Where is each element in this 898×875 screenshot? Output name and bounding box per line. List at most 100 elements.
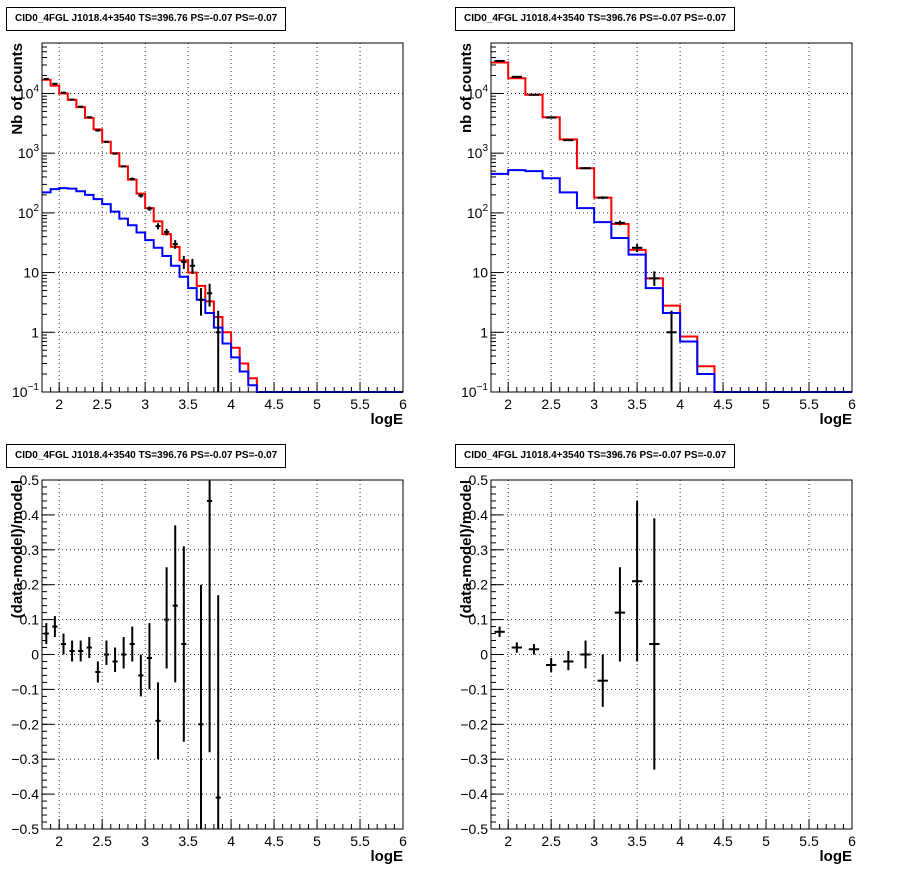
data-point [112, 647, 118, 672]
data-point [181, 255, 187, 269]
x-axis-label: logE [371, 848, 404, 865]
y-tick-label: 10 [23, 265, 39, 281]
y-tick-label: 0.5 [20, 472, 40, 488]
data-point [164, 567, 170, 669]
y-tick-label: −0.4 [11, 786, 39, 802]
data-point [86, 116, 92, 119]
data-point [129, 626, 135, 662]
chart-title: CID0_4FGL J1018.4+3540 TS=396.76 PS=-0.0… [6, 444, 287, 468]
data-point [78, 640, 84, 662]
y-axis-label: nb of counts [458, 43, 475, 133]
data-point [511, 75, 522, 78]
x-tick-label: 5 [313, 396, 321, 412]
x-tick-label: 3 [590, 833, 598, 849]
y-tick-label: 1 [31, 324, 39, 340]
chart-svg: 2 2.5 3 3.5 4 4.5 5 5.5 6 10−1 1 10 102 103 104 logE nb … [458, 42, 856, 428]
x-tick-label: 2.5 [541, 396, 561, 412]
x-tick-label: 5.5 [799, 833, 819, 849]
data-point [494, 59, 505, 62]
chart-title: CID0_4FGL J1018.4+3540 TS=396.76 PS=-0.0… [455, 7, 736, 31]
x-axis-label: logE [371, 411, 404, 428]
data-point [528, 644, 540, 655]
y-tick-label: −0.5 [11, 821, 39, 837]
data-point [631, 244, 643, 253]
x-tick-label: 6 [399, 396, 407, 412]
data-point [112, 152, 118, 155]
x-tick-label: 4 [227, 833, 235, 849]
data-point [563, 139, 574, 142]
data-point [189, 258, 195, 274]
x-tick-label: 2 [55, 396, 63, 412]
y-tick-label: 0.4 [469, 507, 489, 523]
data-point [172, 525, 178, 683]
data-point [95, 129, 101, 132]
y-axis-label: Nb of counts [9, 43, 26, 135]
x-tick-label: 4 [676, 833, 684, 849]
x-tick-label: 6 [848, 833, 856, 849]
y-tick-label: 1 [480, 324, 488, 340]
data-point [164, 228, 170, 236]
data-point [103, 140, 110, 143]
x-tick-label: 2 [55, 833, 63, 849]
chart-svg: 2 2.5 3 3.5 4 4.5 5 5.5 6 −0.5 −0.4 −0.3 −0.2 −0.1 0 0.… [458, 472, 856, 865]
data-point [138, 654, 144, 697]
data-point [181, 546, 187, 742]
data-point [121, 165, 127, 168]
x-tick-label: 3 [141, 396, 149, 412]
y-tick-label: 0.1 [469, 612, 489, 628]
x-tick-label: 3.5 [178, 833, 198, 849]
data-point [563, 651, 574, 671]
data-point [511, 642, 522, 653]
plot-frame [490, 42, 853, 393]
data-point [614, 220, 626, 226]
x-tick-label: 3.5 [627, 396, 647, 412]
data-point [138, 193, 144, 198]
data-point [207, 480, 213, 753]
data-point [43, 623, 49, 645]
data-point [546, 116, 557, 119]
data-point [129, 177, 135, 181]
data-point [546, 657, 557, 672]
x-tick-label: 5.5 [799, 396, 819, 412]
x-tick-label: 4 [676, 396, 684, 412]
data-point [215, 310, 221, 392]
x-tick-label: 2.5 [92, 833, 112, 849]
data-point [649, 271, 660, 286]
y-axis-label: (data-model)/model [458, 480, 475, 618]
data-point [198, 584, 204, 829]
chart-title: CID0_4FGL J1018.4+3540 TS=396.76 PS=-0.0… [6, 7, 287, 31]
y-tick-label: 102 [467, 203, 489, 221]
y-tick-label: 10−1 [12, 382, 39, 400]
data-point [649, 518, 660, 770]
y-tick-label: −0.2 [11, 716, 39, 732]
y-axis-label: (data-model)/model [9, 480, 26, 618]
y-tick-label: −0.3 [460, 751, 488, 767]
data-point [631, 500, 643, 662]
y-tick-label: 103 [467, 143, 489, 161]
y-tick-label: 0 [480, 647, 488, 663]
x-tick-label: 4.5 [264, 833, 284, 849]
x-tick-label: 4.5 [713, 833, 733, 849]
x-tick-label: 3 [590, 396, 598, 412]
y-tick-label: −0.1 [460, 681, 488, 697]
data-point [52, 616, 58, 638]
y-tick-label: 10 [472, 265, 488, 281]
chart-svg: 2 2.5 3 3.5 4 4.5 5 5.5 6 10−1 1 10 102 103 104 logE Nb … [9, 42, 407, 428]
data-point [60, 91, 67, 94]
data-point [597, 196, 608, 200]
data-point [69, 98, 75, 101]
y-tick-label: 0.1 [20, 612, 40, 628]
data-point [52, 82, 58, 85]
chart-panel-counts-right: 2 2.5 3 3.5 4 4.5 5 5.5 6 10−1 1 10 102 103 104 logE nb … [449, 0, 898, 437]
x-tick-label: 2 [504, 833, 512, 849]
y-tick-label: 0.3 [469, 542, 489, 558]
data-point [198, 288, 204, 316]
y-tick-label: 0.2 [469, 577, 489, 593]
y-tick-label: 0.3 [20, 542, 40, 558]
x-tick-label: 4.5 [713, 396, 733, 412]
data-point [666, 310, 677, 392]
data-point [155, 682, 161, 760]
data-point [78, 105, 84, 108]
y-tick-label: −0.3 [11, 751, 39, 767]
x-axis-label: logE [820, 411, 853, 428]
